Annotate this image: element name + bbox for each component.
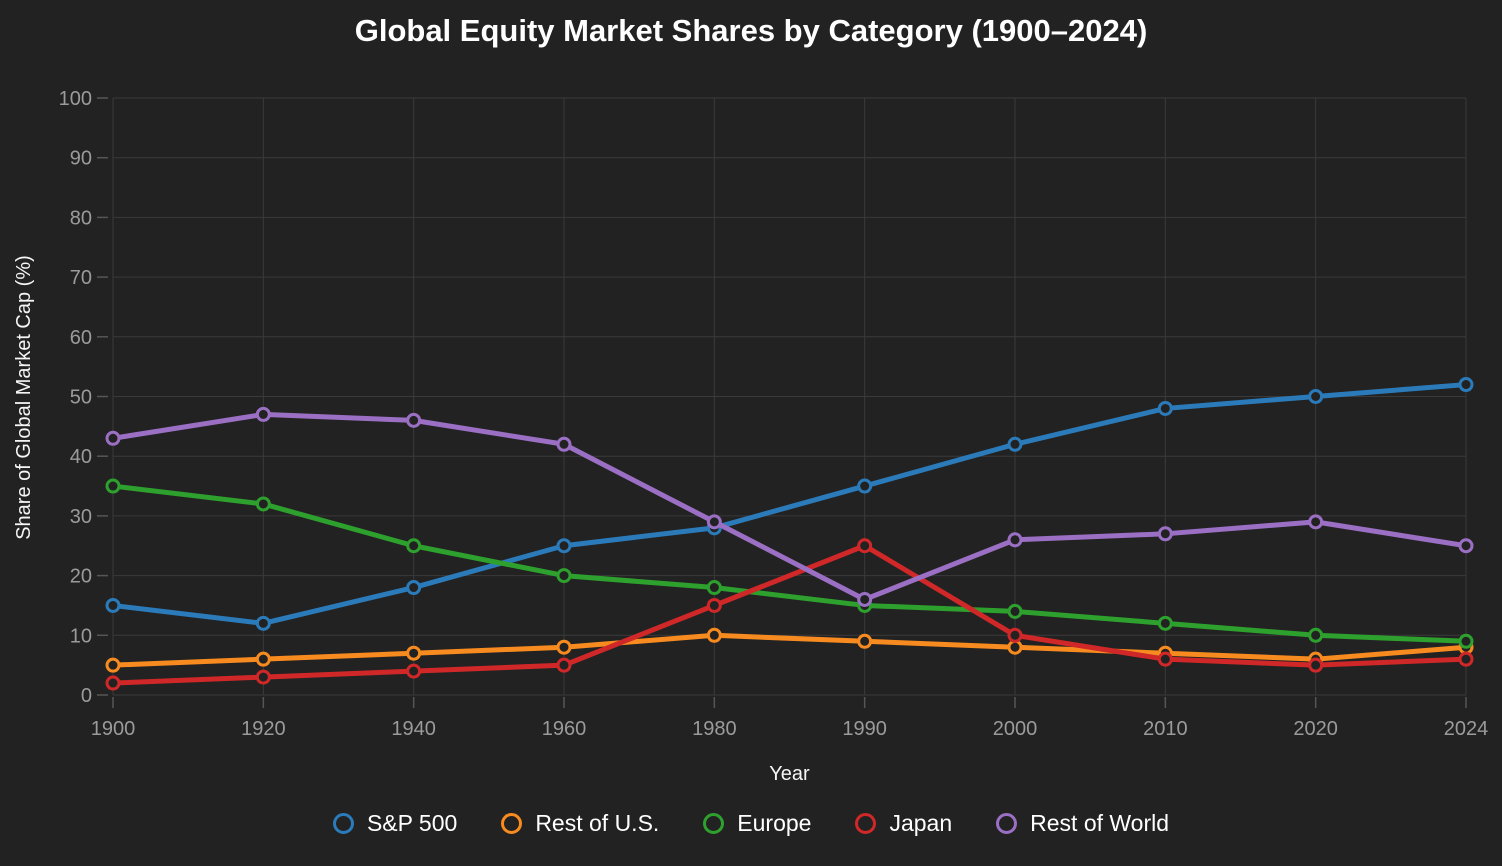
data-point-rest-of-u-s-1960 bbox=[556, 639, 572, 655]
data-point-europe-1920 bbox=[255, 496, 271, 512]
legend-item-europe[interactable]: Europe bbox=[703, 810, 811, 837]
data-point-europe-2010 bbox=[1157, 615, 1173, 631]
series-line-japan bbox=[110, 543, 1469, 686]
data-point-europe-1900 bbox=[105, 478, 121, 494]
data-point-japan-2020 bbox=[1308, 657, 1324, 673]
y-tick-label: 50 bbox=[70, 387, 92, 409]
x-tick-label: 1900 bbox=[91, 718, 136, 740]
data-point-japan-1990 bbox=[857, 538, 873, 554]
x-tick-label: 2020 bbox=[1293, 718, 1338, 740]
data-point-rest-of-world-2020 bbox=[1308, 514, 1324, 530]
data-point-rest-of-world-1960 bbox=[556, 436, 572, 452]
series-line-rest-of-world bbox=[110, 411, 1469, 602]
x-tick-labels: 1900 1920 1940 1960 1980 1990 2000 2010 2020 2024 bbox=[91, 718, 1489, 740]
legend-label: S&P 500 bbox=[366, 810, 458, 836]
data-point-japan-1900 bbox=[105, 675, 121, 691]
y-tick-label: 80 bbox=[70, 207, 92, 229]
data-point-s-p-500-2024 bbox=[1458, 377, 1474, 393]
data-point-s-p-500-1920 bbox=[255, 615, 271, 631]
y-tick-labels: 0 10 20 30 40 50 60 70 80 90 100 bbox=[59, 88, 92, 707]
data-point-rest-of-world-1920 bbox=[255, 406, 271, 422]
legend-marker-icon bbox=[332, 813, 354, 834]
data-point-europe-1980 bbox=[706, 580, 722, 596]
data-point-rest-of-world-2010 bbox=[1157, 526, 1173, 542]
data-point-s-p-500-1900 bbox=[105, 597, 121, 613]
data-point-rest-of-u-s-1900 bbox=[105, 657, 121, 673]
data-point-rest-of-world-1900 bbox=[105, 430, 121, 446]
chart-title: Global Equity Market Shares by Category … bbox=[354, 13, 1148, 48]
data-point-europe-2000 bbox=[1007, 603, 1023, 619]
data-point-europe-2020 bbox=[1308, 627, 1324, 643]
series-line-s-p-500 bbox=[110, 382, 1469, 626]
data-point-rest-of-u-s-1920 bbox=[255, 651, 271, 667]
x-tick-label: 2010 bbox=[1143, 718, 1188, 740]
legend-item-rest-of-world[interactable]: Rest of World bbox=[996, 810, 1169, 837]
data-point-rest-of-u-s-1980 bbox=[706, 627, 722, 643]
data-point-rest-of-world-2024 bbox=[1458, 538, 1474, 554]
legend: S&P 500 Rest of U.S. Europe Japan Rest of Wo… bbox=[0, 810, 1502, 837]
legend-item-s-p-500[interactable]: S&P 500 bbox=[332, 810, 458, 837]
legend-marker-icon bbox=[855, 813, 877, 834]
x-tick-label: 1960 bbox=[542, 718, 587, 740]
data-point-japan-1940 bbox=[406, 663, 422, 679]
data-point-rest-of-world-1940 bbox=[406, 412, 422, 428]
data-point-s-p-500-1940 bbox=[406, 580, 422, 596]
x-axis-title: Year bbox=[769, 763, 810, 785]
y-tick-label: 0 bbox=[81, 685, 92, 707]
legend-marker-icon bbox=[703, 813, 725, 834]
y-tick-label: 40 bbox=[70, 446, 92, 468]
data-point-japan-1980 bbox=[706, 597, 722, 613]
x-tick-label: 2000 bbox=[993, 718, 1038, 740]
series-line-rest-of-u-s bbox=[110, 632, 1469, 668]
y-tick-label: 70 bbox=[70, 267, 92, 289]
legend-marker-icon bbox=[996, 813, 1018, 834]
data-point-japan-2010 bbox=[1157, 651, 1173, 667]
data-point-s-p-500-1990 bbox=[857, 478, 873, 494]
data-point-europe-2024 bbox=[1458, 633, 1474, 649]
y-tick-label: 100 bbox=[59, 88, 92, 110]
data-point-s-p-500-1960 bbox=[556, 538, 572, 554]
x-tick-label: 2024 bbox=[1444, 718, 1489, 740]
data-point-s-p-500-2010 bbox=[1157, 400, 1173, 416]
series-line-europe bbox=[110, 483, 1469, 644]
y-tick-label: 10 bbox=[70, 625, 92, 647]
y-tick-label: 30 bbox=[70, 506, 92, 528]
x-tick-label: 1990 bbox=[842, 718, 887, 740]
legend-label: Rest of U.S. bbox=[535, 810, 660, 836]
x-tick-label: 1920 bbox=[241, 718, 286, 740]
data-point-europe-1960 bbox=[556, 568, 572, 584]
data-point-s-p-500-2020 bbox=[1308, 389, 1324, 404]
data-point-rest-of-world-1980 bbox=[706, 514, 722, 530]
data-point-rest-of-u-s-1940 bbox=[406, 645, 422, 661]
series-s-p-500 bbox=[105, 377, 1474, 631]
legend-label: Rest of World bbox=[1030, 810, 1170, 836]
series-japan bbox=[105, 538, 1474, 691]
x-tick-label: 1980 bbox=[692, 718, 737, 740]
data-point-s-p-500-2000 bbox=[1007, 436, 1023, 452]
data-point-japan-2000 bbox=[1007, 627, 1023, 643]
data-point-rest-of-world-2000 bbox=[1007, 532, 1023, 548]
data-point-japan-1920 bbox=[255, 669, 271, 685]
data-point-rest-of-u-s-1990 bbox=[857, 633, 873, 649]
data-point-europe-1940 bbox=[406, 538, 422, 554]
legend-label: Japan bbox=[889, 810, 953, 836]
legend-marker-icon bbox=[501, 813, 523, 834]
y-tick-label: 20 bbox=[70, 566, 92, 588]
gridlines bbox=[112, 97, 1467, 696]
data-point-rest-of-u-s-2000 bbox=[1007, 639, 1023, 655]
y-tick-label: 60 bbox=[70, 327, 92, 349]
data-point-japan-1960 bbox=[556, 657, 572, 673]
data-point-rest-of-world-1990 bbox=[857, 591, 873, 607]
tick-marks bbox=[97, 97, 1467, 708]
legend-item-japan[interactable]: Japan bbox=[855, 810, 952, 837]
legend-label: Europe bbox=[737, 810, 812, 836]
x-tick-label: 1940 bbox=[391, 718, 436, 740]
data-point-japan-2024 bbox=[1458, 651, 1474, 667]
series-rest-of-world bbox=[105, 406, 1474, 607]
y-tick-label: 90 bbox=[70, 148, 92, 170]
legend-item-rest-of-u-s[interactable]: Rest of U.S. bbox=[501, 810, 659, 837]
